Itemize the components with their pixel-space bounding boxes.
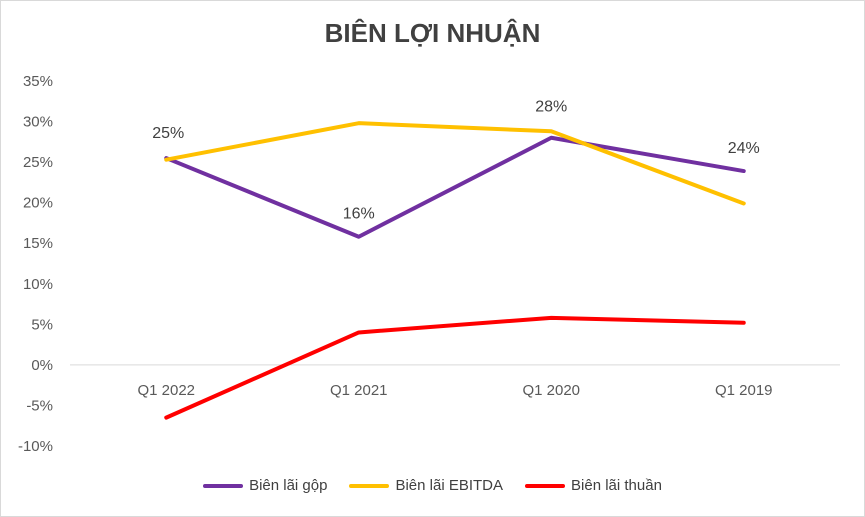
legend-label-ebitda-margin: Biên lãi EBITDA bbox=[395, 477, 504, 494]
y-tick-label: 10% bbox=[23, 276, 53, 293]
data-label: 24% bbox=[728, 140, 760, 157]
chart-legend: Biên lãi gộp Biên lãi EBITDA Biên lãi th… bbox=[0, 477, 865, 494]
legend-item-gross-margin: Biên lãi gộp bbox=[203, 477, 327, 494]
chart-title: BIÊN LỢI NHUẬN bbox=[324, 18, 541, 48]
y-tick-label: -5% bbox=[26, 397, 53, 414]
data-label: 28% bbox=[535, 98, 567, 115]
data-label: 16% bbox=[343, 206, 375, 223]
y-tick-label: 30% bbox=[23, 114, 53, 131]
legend-item-ebitda-margin: Biên lãi EBITDA bbox=[349, 477, 503, 494]
series-line-1 bbox=[164, 121, 746, 206]
legend-swatch-ebitda-margin bbox=[349, 483, 390, 488]
y-tick-label: 5% bbox=[31, 316, 53, 333]
legend-swatch-gross-margin bbox=[203, 483, 244, 488]
y-tick-label: 0% bbox=[31, 357, 53, 374]
x-tick-label: Q1 2022 bbox=[137, 382, 195, 399]
series-line-2 bbox=[164, 315, 746, 420]
data-label: 25% bbox=[152, 125, 184, 142]
y-tick-label: 25% bbox=[23, 154, 53, 171]
legend-label-net-margin: Biên lãi thuần bbox=[571, 477, 662, 494]
y-tick-label: 15% bbox=[23, 235, 53, 252]
legend-item-net-margin: Biên lãi thuần bbox=[525, 477, 662, 494]
x-tick-label: Q1 2020 bbox=[522, 382, 580, 399]
y-tick-label: -10% bbox=[18, 438, 53, 455]
legend-swatch-net-margin bbox=[525, 483, 566, 488]
y-tick-label: 20% bbox=[23, 195, 53, 212]
x-tick-label: Q1 2019 bbox=[715, 382, 773, 399]
legend-label-gross-margin: Biên lãi gộp bbox=[249, 477, 328, 494]
x-tick-label: Q1 2021 bbox=[330, 382, 388, 399]
y-tick-label: 35% bbox=[23, 73, 53, 90]
series-line-0 bbox=[164, 135, 746, 239]
